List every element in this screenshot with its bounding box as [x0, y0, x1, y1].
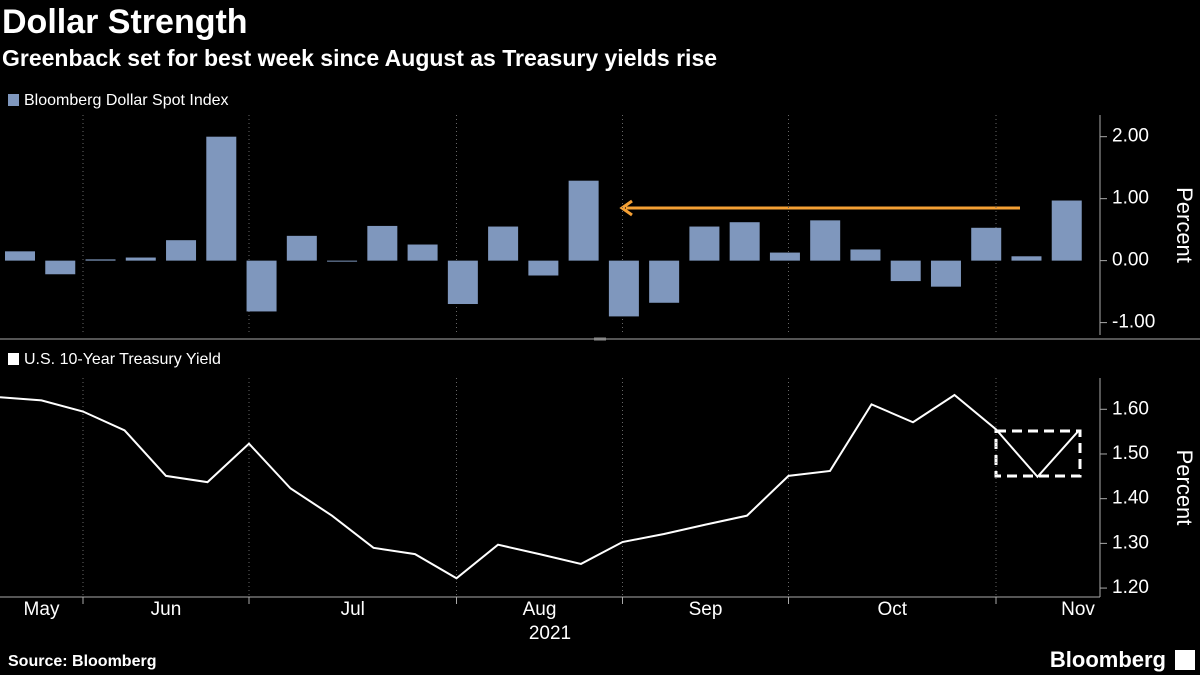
bar — [246, 260, 277, 312]
bar — [769, 252, 800, 261]
y-tick-label: 1.20 — [1112, 577, 1149, 598]
logo-icon — [1175, 650, 1195, 670]
bar — [125, 257, 156, 261]
bar — [930, 260, 961, 287]
y-tick-label: 1.00 — [1112, 188, 1149, 209]
bar — [5, 251, 35, 261]
bar — [286, 235, 317, 261]
bar — [45, 260, 76, 275]
bar — [850, 249, 881, 261]
bar — [85, 259, 116, 261]
y-tick-label: 1.60 — [1112, 398, 1149, 419]
bar — [568, 180, 599, 261]
bar — [367, 225, 398, 261]
bar — [327, 260, 358, 262]
y-tick-label: 2.00 — [1112, 126, 1149, 147]
bar — [729, 222, 760, 261]
bar — [488, 226, 519, 261]
logo: Bloomberg — [1050, 647, 1166, 672]
y-tick-label: 1.30 — [1112, 532, 1149, 553]
x-tick-label: Jul — [341, 599, 365, 620]
x-axis-label: 2021 — [529, 623, 571, 644]
bar — [407, 244, 438, 261]
highlight-box — [994, 429, 1082, 478]
x-tick-label: Sep — [689, 599, 723, 620]
y-axis-label: Percent — [1172, 187, 1197, 263]
bar — [689, 226, 720, 261]
chart-subtitle: Greenback set for best week since August… — [2, 45, 717, 71]
bar — [810, 220, 841, 261]
bar — [447, 260, 478, 305]
x-tick-label: Oct — [877, 599, 907, 620]
source: Source: Bloomberg — [8, 653, 156, 670]
legend-swatch — [8, 353, 19, 365]
bar — [206, 136, 237, 261]
chart-title: Dollar Strength — [2, 3, 248, 41]
x-tick-label: May — [24, 599, 60, 620]
bar — [166, 240, 197, 261]
y-axis-label: Percent — [1172, 450, 1197, 526]
legend-label: Bloomberg Dollar Spot Index — [24, 92, 229, 109]
y-tick-label: 1.40 — [1112, 488, 1149, 509]
legend-label: U.S. 10-Year Treasury Yield — [24, 351, 221, 368]
bar — [1011, 256, 1042, 261]
x-tick-label: Aug — [523, 599, 557, 620]
line — [0, 393, 1080, 580]
y-tick-label: -1.00 — [1112, 312, 1155, 333]
bar — [890, 260, 921, 282]
y-tick-label: 1.50 — [1112, 443, 1149, 464]
bar — [971, 227, 1002, 261]
bar — [608, 260, 639, 317]
bar — [1051, 200, 1082, 261]
x-tick-label: Nov — [1061, 599, 1095, 620]
bar — [649, 260, 680, 303]
x-tick-label: Jun — [151, 599, 182, 620]
y-tick-label: 0.00 — [1112, 250, 1149, 271]
legend-swatch — [8, 94, 19, 106]
bar — [528, 260, 559, 276]
